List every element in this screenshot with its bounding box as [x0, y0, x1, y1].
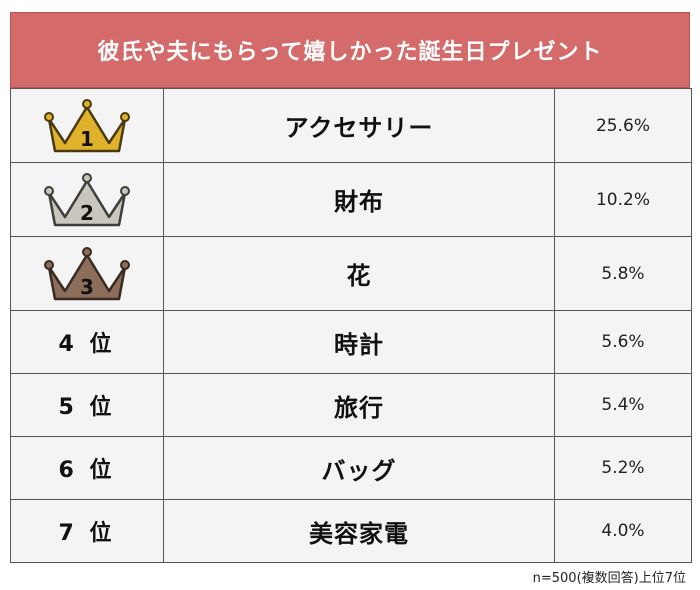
- item-percent: 5.2%: [554, 436, 692, 500]
- table-row: 4 位 時計 5.6%: [10, 310, 692, 374]
- rank-cell: 3: [10, 236, 164, 311]
- table-row: 6 位 バッグ 5.2%: [10, 436, 692, 500]
- item-name: 財布: [163, 162, 555, 237]
- rank-cell: 2: [10, 162, 164, 237]
- item-percent: 5.4%: [554, 373, 692, 437]
- rank-label: 5 位: [58, 395, 116, 420]
- rank-cell: 5 位: [10, 373, 164, 437]
- table-row: 7 位 美容家電 4.0%: [10, 499, 692, 563]
- sample-footnote: n=500(複数回答)上位7位: [532, 571, 686, 586]
- rank-number: 2: [80, 201, 94, 225]
- rank-number: 3: [80, 275, 94, 299]
- item-name: 花: [163, 236, 555, 311]
- item-percent: 4.0%: [554, 499, 692, 563]
- item-name: バッグ: [163, 436, 555, 500]
- item-name: 美容家電: [163, 499, 555, 563]
- rank-cell: 7 位: [10, 499, 164, 563]
- item-name: 旅行: [163, 373, 555, 437]
- item-percent: 10.2%: [554, 162, 692, 237]
- table-row: 3 花 5.8%: [10, 236, 692, 311]
- page-title: 彼氏や夫にもらって嬉しかった誕生日プレゼント: [10, 12, 690, 88]
- rank-label: 7 位: [58, 521, 116, 546]
- table-row: 2 財布 10.2%: [10, 162, 692, 237]
- table-row: 5 位 旅行 5.4%: [10, 373, 692, 437]
- rank-number: 1: [80, 127, 94, 151]
- rank-cell: 4 位: [10, 310, 164, 374]
- table-row: 1 アクセサリー 25.6%: [10, 88, 692, 163]
- item-percent: 5.6%: [554, 310, 692, 374]
- ranking-table: 1 アクセサリー 25.6% 2 財布 10.2% 3: [10, 88, 692, 563]
- gold-crown-icon: 1: [44, 98, 130, 152]
- rank-label: 4 位: [58, 332, 116, 357]
- rank-cell: 6 位: [10, 436, 164, 500]
- item-percent: 5.8%: [554, 236, 692, 311]
- silver-crown-icon: 2: [44, 172, 130, 226]
- item-name: アクセサリー: [163, 88, 555, 163]
- item-percent: 25.6%: [554, 88, 692, 163]
- bronze-crown-icon: 3: [44, 246, 130, 300]
- rank-label: 6 位: [58, 458, 116, 483]
- rank-cell: 1: [10, 88, 164, 163]
- item-name: 時計: [163, 310, 555, 374]
